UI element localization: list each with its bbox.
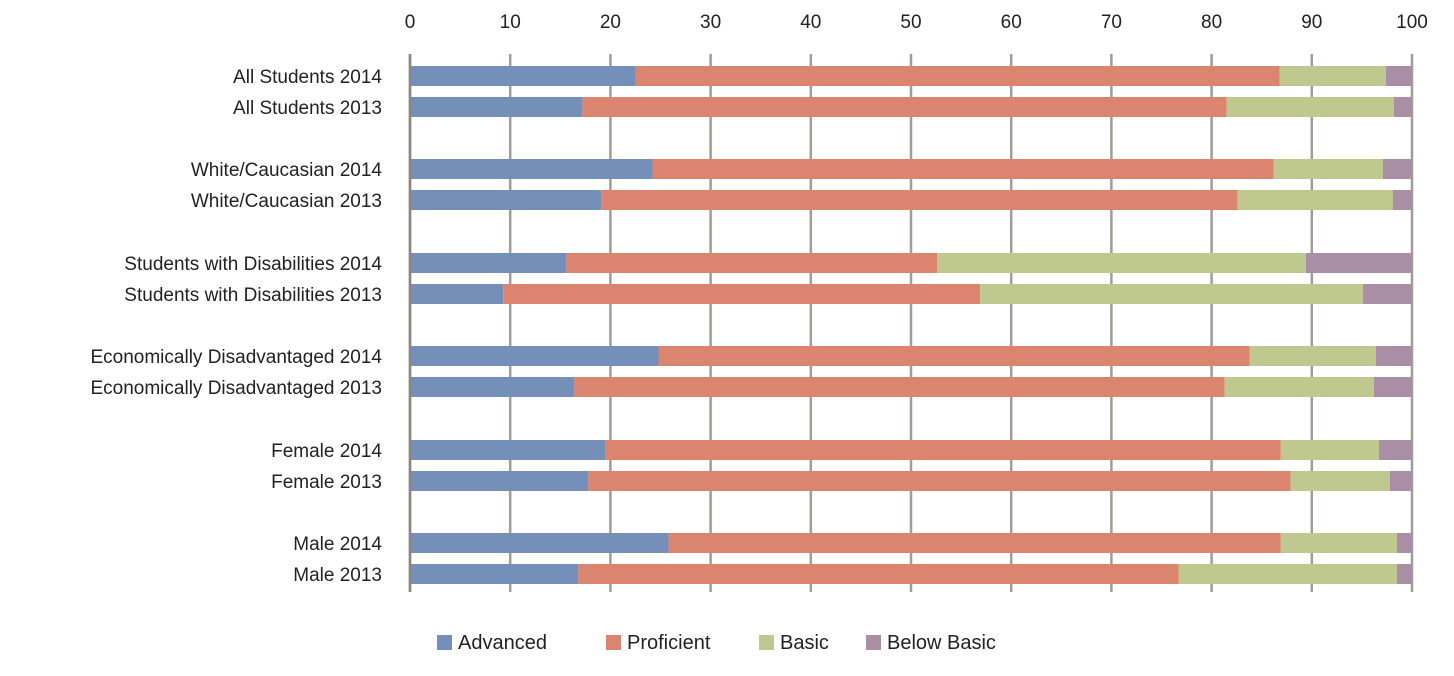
bar-all-students-2013-advanced — [410, 97, 583, 117]
bar-economically-disadvantaged-2014-basic — [1249, 346, 1376, 366]
bar-white-caucasian-2013-below-basic — [1392, 190, 1412, 210]
category-label-male-2013: Male 2013 — [293, 565, 382, 586]
bar-economically-disadvantaged-2014-advanced — [410, 346, 659, 366]
bar-white-caucasian-2014-proficient — [652, 159, 1274, 179]
bar-white-caucasian-2014-basic — [1273, 159, 1383, 179]
bar-female-2013-basic — [1290, 471, 1390, 491]
bar-white-caucasian-2014-advanced — [410, 159, 653, 179]
category-label-economically-disadvantaged-2014: Economically Disadvantaged 2014 — [90, 347, 382, 368]
bar-white-caucasian-2013-proficient — [601, 190, 1238, 210]
bar-economically-disadvantaged-2013-below-basic — [1373, 377, 1412, 397]
legend-swatch-advanced — [437, 635, 452, 650]
x-tick-label-60: 60 — [1001, 12, 1022, 33]
bar-economically-disadvantaged-2013-proficient — [574, 377, 1225, 397]
bar-all-students-2014-advanced — [410, 66, 636, 86]
x-tick-label-80: 80 — [1201, 12, 1222, 33]
bar-economically-disadvantaged-2013-advanced — [410, 377, 575, 397]
grid-layer — [408, 54, 1414, 592]
bar-students-with-disabilities-2014-advanced — [410, 253, 567, 273]
bar-economically-disadvantaged-2013-basic — [1224, 377, 1374, 397]
x-tick-label-20: 20 — [600, 12, 621, 33]
bar-white-caucasian-2013-basic — [1237, 190, 1393, 210]
x-tick-label-70: 70 — [1101, 12, 1122, 33]
category-labels: All Students 2014 All Students 2013 White/… — [90, 67, 382, 586]
bar-female-2014-basic — [1280, 440, 1379, 460]
bar-economically-disadvantaged-2014-proficient — [658, 346, 1250, 366]
legend-swatch-proficient — [606, 635, 621, 650]
legend-label-basic: Basic — [780, 632, 829, 654]
bar-all-students-2013-below-basic — [1393, 97, 1412, 117]
bar-male-2013-proficient — [578, 564, 1179, 584]
bar-all-students-2014-basic — [1279, 66, 1386, 86]
bar-students-with-disabilities-2014-below-basic — [1305, 253, 1412, 273]
category-label-female-2013: Female 2013 — [271, 472, 382, 493]
bar-female-2014-advanced — [410, 440, 606, 460]
bar-female-2013-proficient — [588, 471, 1291, 491]
category-label-students-with-disabilities-2013: Students with Disabilities 2013 — [124, 285, 382, 306]
bar-male-2014-below-basic — [1396, 533, 1412, 553]
bar-female-2013-below-basic — [1389, 471, 1412, 491]
bar-male-2014-basic — [1280, 533, 1397, 553]
bar-female-2014-below-basic — [1378, 440, 1412, 460]
legend: Advanced Proficient Basic Below Basic — [437, 632, 996, 654]
x-tick-label-30: 30 — [700, 12, 721, 33]
x-tick-label-50: 50 — [900, 12, 921, 33]
bar-male-2013-basic — [1178, 564, 1397, 584]
category-label-female-2014: Female 2014 — [271, 441, 382, 462]
x-tick-label-90: 90 — [1301, 12, 1322, 33]
bar-male-2014-advanced — [410, 533, 669, 553]
bar-all-students-2014-below-basic — [1385, 66, 1412, 86]
bar-all-students-2014-proficient — [635, 66, 1280, 86]
category-label-male-2014: Male 2014 — [293, 534, 382, 555]
legend-label-below-basic: Below Basic — [887, 632, 996, 654]
bar-all-students-2013-basic — [1226, 97, 1394, 117]
bar-students-with-disabilities-2013-below-basic — [1362, 284, 1412, 304]
category-label-all-students-2013: All Students 2013 — [233, 98, 382, 119]
bar-female-2014-proficient — [605, 440, 1281, 460]
x-tick-label-100: 100 — [1396, 12, 1428, 33]
x-tick-label-10: 10 — [500, 12, 521, 33]
bar-students-with-disabilities-2013-advanced — [410, 284, 504, 304]
bar-male-2014-proficient — [668, 533, 1281, 553]
bar-economically-disadvantaged-2014-below-basic — [1375, 346, 1412, 366]
x-tick-label-0: 0 — [405, 12, 416, 33]
category-label-white-caucasian-2013: White/Caucasian 2013 — [191, 191, 382, 212]
legend-label-proficient: Proficient — [627, 632, 711, 654]
x-tick-label-40: 40 — [800, 12, 821, 33]
bar-all-students-2013-proficient — [582, 97, 1227, 117]
legend-swatch-below-basic — [866, 635, 881, 650]
category-label-economically-disadvantaged-2013: Economically Disadvantaged 2013 — [90, 378, 382, 399]
bar-white-caucasian-2013-advanced — [410, 190, 602, 210]
bar-students-with-disabilities-2013-basic — [980, 284, 1363, 304]
legend-swatch-basic — [759, 635, 774, 650]
category-label-all-students-2014: All Students 2014 — [233, 67, 382, 88]
bar-students-with-disabilities-2014-basic — [937, 253, 1306, 273]
bar-students-with-disabilities-2014-proficient — [566, 253, 938, 273]
bar-white-caucasian-2014-below-basic — [1382, 159, 1412, 179]
category-label-white-caucasian-2014: White/Caucasian 2014 — [191, 160, 383, 181]
x-tick-labels: 0 10 20 30 40 50 60 70 80 90 100 — [405, 12, 1428, 33]
category-label-students-with-disabilities-2014: Students with Disabilities 2014 — [124, 254, 382, 275]
bar-male-2013-advanced — [410, 564, 579, 584]
legend-label-advanced: Advanced — [458, 632, 547, 654]
bar-female-2013-advanced — [410, 471, 589, 491]
bars-layer — [410, 66, 1412, 584]
bar-male-2013-below-basic — [1396, 564, 1412, 584]
bar-students-with-disabilities-2013-proficient — [503, 284, 981, 304]
